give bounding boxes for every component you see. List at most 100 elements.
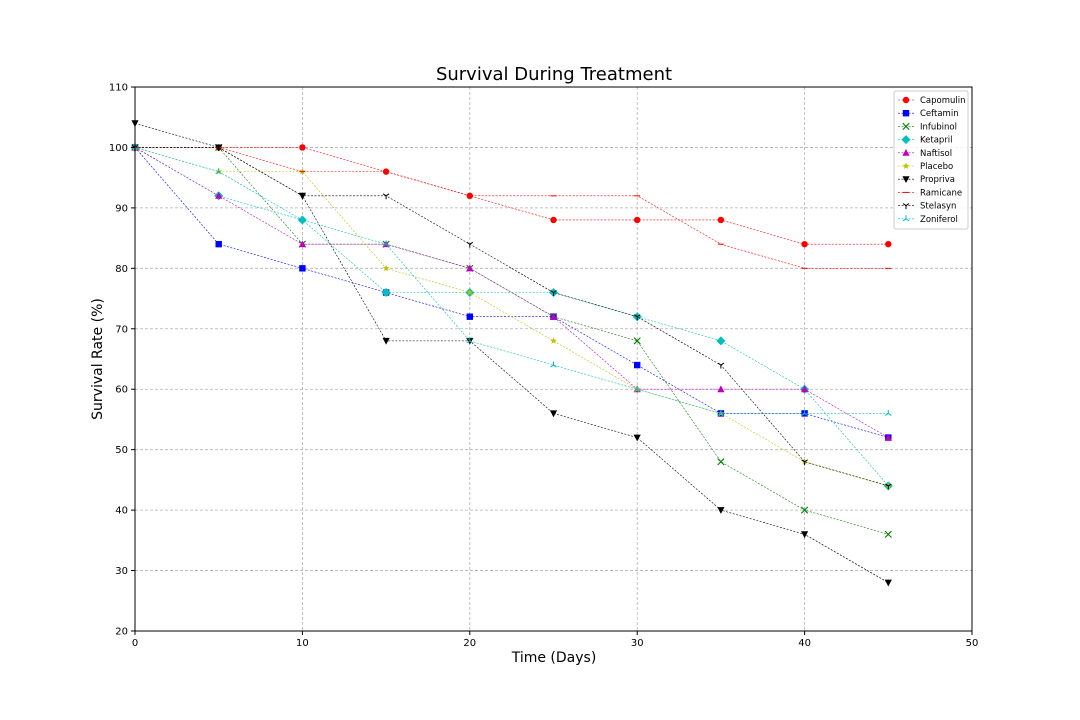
series-zoniferol [131,143,892,416]
data-point-stelasyn [550,290,557,297]
legend-label-stelasyn: Stelasyn [920,202,956,212]
data-point-stelasyn [717,362,725,369]
legend-item-stelasyn: Stelasyn [898,202,956,212]
series-line-infubinol [135,147,889,535]
legend-label-infubinol: Infubinol [920,122,957,132]
data-point-zoniferol [801,409,808,416]
data-point-propriva [549,410,558,418]
legend: Capomulin Ceftamin Infubinol Ketapril Naftis… [893,90,969,230]
series-line-stelasyn [135,147,889,487]
y-tick-label: 80 [115,264,128,275]
legend-marker-naftisol [902,149,910,156]
data-point-ceftamin [466,313,473,320]
data-point-stelasyn [633,314,641,321]
data-point-placebo [550,337,557,344]
legend-item-ceftamin: Ceftamin [898,109,959,119]
series-infubinol [131,143,892,538]
data-point-capomulin [801,240,808,248]
data-point-zoniferol [633,385,641,392]
y-tick-label: 60 [115,385,128,396]
series-line-propriva [134,122,889,583]
data-point-propriva [382,337,390,345]
legend-marker-propriva [902,176,910,183]
data-point-naftisol [717,385,725,393]
data-point-capomulin [717,216,725,224]
series-line-zoniferol [134,147,889,414]
series-layer [130,120,893,587]
data-point-placebo [382,264,390,272]
data-point-naftisol [884,433,892,441]
data-point-zoniferol [717,409,725,416]
data-point-infubinol [884,530,892,538]
data-point-infubinol [633,337,641,345]
legend-label-naftisol: Naftisol [920,149,952,159]
legend-label-zoniferol: Zoniferol [920,215,958,225]
x-axis-label: Time (Days) [511,650,597,666]
legend-frame [893,90,969,230]
data-point-stelasyn [466,241,474,248]
chart-title: Survival During Treatment [436,64,672,85]
legend-item-ketapril: Ketapril [898,135,953,146]
data-point-stelasyn [299,193,306,200]
data-point-naftisol [215,192,223,199]
data-point-zoniferol [885,409,892,416]
data-point-stelasyn [215,145,222,151]
data-point-capomulin [634,216,641,224]
legend-item-capomulin: Capomulin [898,96,966,106]
data-point-zoniferol [215,168,222,175]
data-point-ceftamin [215,240,222,248]
data-point-zoniferol [382,240,390,247]
legend-item-propriva: Propriva [898,175,955,185]
plot-frame [134,86,973,632]
y-tick-label: 50 [115,445,128,456]
legend-label-ceftamin: Ceftamin [920,109,959,119]
y-tick-label: 70 [115,324,128,335]
x-tick-label: 50 [966,638,979,649]
series-line-ketapril [134,147,889,487]
data-point-ceftamin [299,265,306,272]
legend-marker-ceftamin [902,110,910,117]
data-point-capomulin [885,240,892,248]
axis-ticks: 0 10 20 30 40 50 20 30 40 50 60 70 80 90 100 110 [109,83,978,650]
x-tick-label: 0 [132,638,138,649]
legend-item-ramicane: Ramicane [898,188,962,198]
series-line-placebo [134,147,889,487]
legend-label-ketapril: Ketapril [920,136,953,146]
data-point-ketapril [381,288,391,298]
data-point-ketapril [716,336,726,346]
data-point-propriva [633,434,641,442]
data-point-naftisol [549,312,558,320]
data-point-infubinol [717,458,725,466]
x-tick-label: 40 [798,638,811,649]
legend-label-capomulin: Capomulin [920,96,966,106]
series-line-capomulin [135,147,889,245]
series-line-ramicane [135,147,889,269]
legend-label-placebo: Placebo [920,162,953,172]
data-point-naftisol [801,385,809,393]
data-point-propriva [884,579,892,587]
legend-item-infubinol: Infubinol [898,122,957,132]
data-point-infubinol [801,506,809,514]
series-naftisol [131,143,892,441]
data-point-placebo [466,288,474,296]
y-tick-label: 110 [109,83,128,94]
series-line-naftisol [134,147,889,438]
data-point-capomulin [299,144,306,151]
legend-marker-infubinol [902,122,910,130]
y-axis-label: Survival Rate (%) [90,298,106,420]
data-point-propriva [717,507,725,514]
legend-label-propriva: Propriva [920,175,955,185]
y-tick-label: 100 [109,143,128,154]
data-point-zoniferol [466,337,474,344]
data-point-stelasyn [382,193,390,200]
x-tick-label: 20 [463,638,476,649]
data-point-zoniferol [299,216,306,223]
legend-item-naftisol: Naftisol [898,149,952,159]
grid-lines [135,87,972,631]
x-tick-label: 10 [296,638,309,649]
legend-item-placebo: Placebo [898,162,953,172]
data-point-capomulin [550,216,557,224]
legend-label-ramicane: Ramicane [920,188,962,198]
y-tick-label: 40 [115,506,128,517]
